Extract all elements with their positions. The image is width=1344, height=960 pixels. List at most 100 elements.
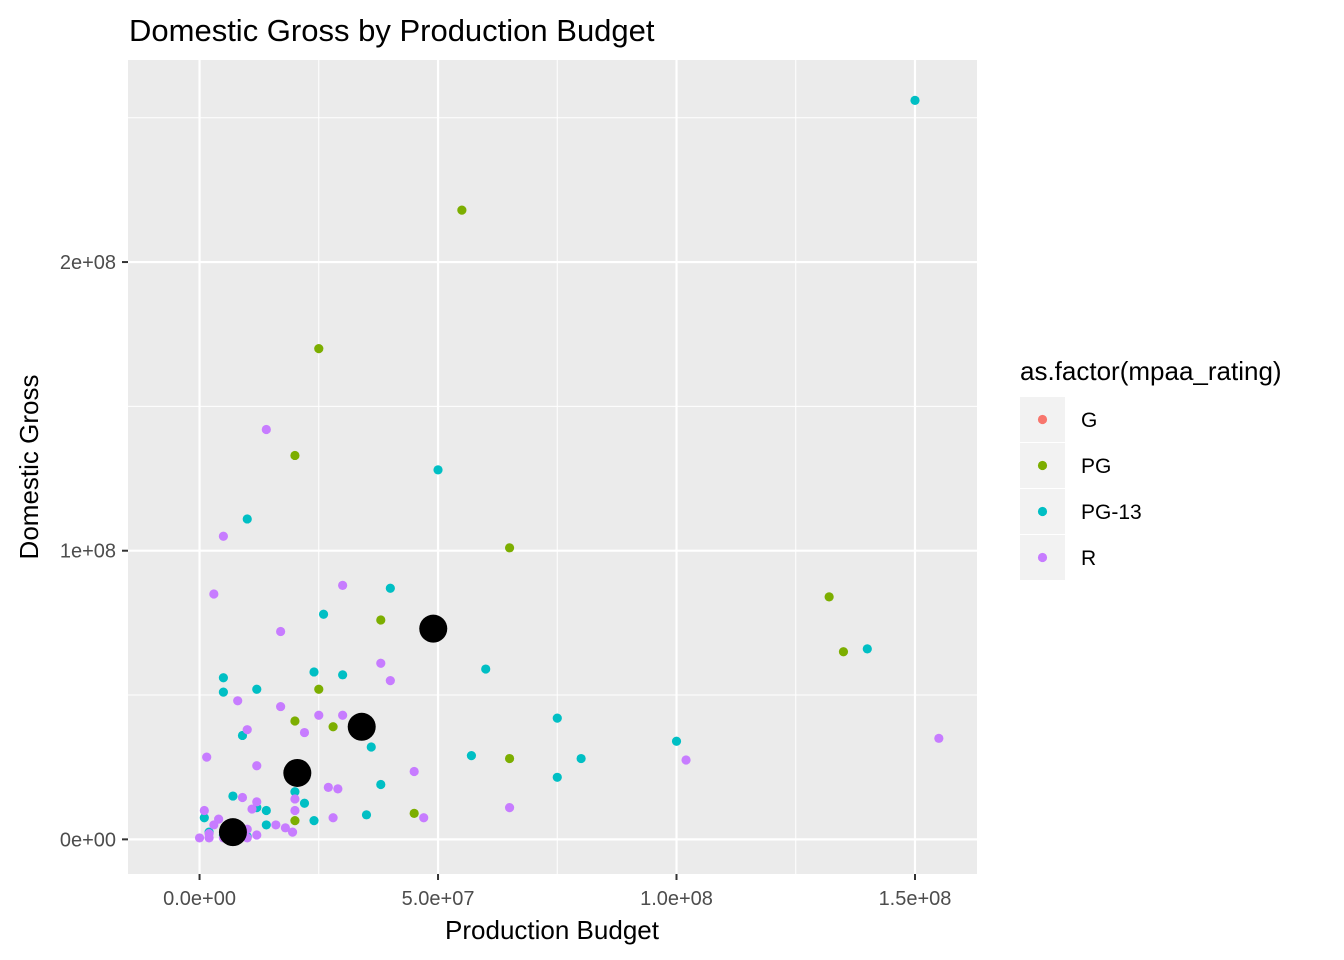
legend-label: R <box>1081 547 1096 570</box>
data-point-r <box>237 792 248 803</box>
data-point-pg-13 <box>433 465 443 475</box>
x-axis-ticks: 0.0e+00 5.0e+07 1.0e+08 1.5e+08 <box>163 874 951 910</box>
data-point-r <box>247 804 257 814</box>
data-point-r <box>204 833 214 843</box>
highlight-point <box>347 712 376 741</box>
data-point-pg <box>328 722 338 732</box>
data-point-r <box>385 676 395 686</box>
data-point-r <box>314 710 324 720</box>
data-point-r <box>261 424 271 435</box>
data-point-pg <box>314 684 324 694</box>
legend-key-point <box>1037 460 1048 471</box>
data-point-pg-13 <box>261 820 271 830</box>
data-point-pg-13 <box>252 684 262 694</box>
data-point-r <box>333 784 343 794</box>
data-point-r <box>280 823 290 833</box>
data-point-r <box>299 727 310 738</box>
data-point-pg-13 <box>862 644 872 654</box>
data-point-r <box>242 725 252 735</box>
highlight-point <box>283 758 312 787</box>
legend-label: G <box>1081 409 1097 432</box>
y-axis-title: Domestic Gross <box>14 375 44 560</box>
data-point-pg-13 <box>299 798 310 808</box>
y-tick-label: 1e+08 <box>60 541 116 563</box>
legend-items: G PG PG-13 R <box>1020 397 1142 580</box>
data-point-pg-13 <box>261 805 271 816</box>
minor-gridlines <box>128 60 977 874</box>
data-point-pg-13 <box>376 779 386 790</box>
plot-panel <box>128 60 977 874</box>
data-point-r <box>252 830 262 840</box>
data-point-pg <box>457 205 467 215</box>
data-point-r <box>202 752 212 762</box>
data-point-pg-13 <box>228 791 238 801</box>
data-point-pg <box>504 543 515 553</box>
data-point-pg-13 <box>671 736 682 746</box>
data-point-r <box>681 755 691 765</box>
x-tick-label: 0.0e+00 <box>163 888 236 910</box>
legend-key-point <box>1037 552 1048 563</box>
data-point-pg-13 <box>366 742 376 752</box>
data-points <box>194 95 944 847</box>
data-point-r <box>276 701 286 712</box>
data-point-r <box>934 733 944 743</box>
legend-label: PG-13 <box>1081 501 1142 524</box>
data-point-pg <box>314 344 324 354</box>
data-point-pg-13 <box>552 713 562 723</box>
data-point-r <box>218 531 228 541</box>
data-point-pg <box>504 753 515 764</box>
x-tick-label: 1.0e+08 <box>640 888 713 910</box>
data-point-pg-13 <box>218 673 228 683</box>
data-point-pg-13 <box>290 787 300 797</box>
data-point-pg <box>290 716 300 726</box>
y-tick-label: 0e+00 <box>60 829 116 851</box>
data-point-r <box>504 803 515 813</box>
legend-label: PG <box>1081 455 1111 478</box>
data-point-pg-13 <box>466 751 477 761</box>
data-point-pg-13 <box>385 583 395 593</box>
data-point-pg <box>824 592 834 602</box>
data-point-pg-13 <box>309 667 319 677</box>
legend-title: as.factor(mpaa_rating) <box>1020 356 1282 386</box>
data-point-r <box>338 710 348 720</box>
data-point-r <box>209 820 219 830</box>
y-tick-label: 2e+08 <box>60 252 116 274</box>
data-point-r <box>233 696 243 706</box>
data-point-pg-13 <box>199 813 209 823</box>
data-point-r <box>287 827 298 837</box>
data-point-pg <box>290 450 300 461</box>
highlight-point <box>419 614 448 643</box>
x-tick-label: 1.5e+08 <box>879 888 952 910</box>
data-point-r <box>276 626 286 637</box>
chart-title: Domestic Gross by Production Budget <box>129 13 655 48</box>
data-point-pg <box>409 808 419 818</box>
data-point-pg-13 <box>361 810 372 820</box>
data-point-pg-13 <box>576 753 586 764</box>
data-point-pg-13 <box>318 609 329 619</box>
data-point-pg-13 <box>309 815 319 826</box>
data-point-r <box>323 782 333 793</box>
legend-key-point <box>1037 414 1048 425</box>
data-point-r <box>419 813 429 823</box>
data-point-r <box>409 766 419 777</box>
data-point-r <box>376 658 386 668</box>
data-point-pg-13 <box>242 514 252 524</box>
data-point-pg <box>838 647 849 657</box>
x-axis-title: Production Budget <box>445 915 660 945</box>
x-tick-label: 5.0e+07 <box>402 888 475 910</box>
highlight-point <box>218 818 247 847</box>
data-point-r <box>338 580 348 590</box>
data-point-r <box>271 820 281 830</box>
data-point-pg-13 <box>338 670 348 680</box>
data-point-pg <box>376 615 386 625</box>
data-point-r <box>209 589 219 599</box>
data-point-pg-13 <box>552 772 562 782</box>
data-point-r <box>290 805 300 816</box>
data-point-pg-13 <box>910 95 920 106</box>
legend: as.factor(mpaa_rating) G PG PG-13 R <box>1020 356 1282 580</box>
y-axis-ticks: 0e+00 1e+08 2e+08 <box>60 252 128 851</box>
data-point-pg <box>290 815 300 826</box>
data-point-r <box>252 761 262 771</box>
data-point-pg-13 <box>218 687 228 697</box>
